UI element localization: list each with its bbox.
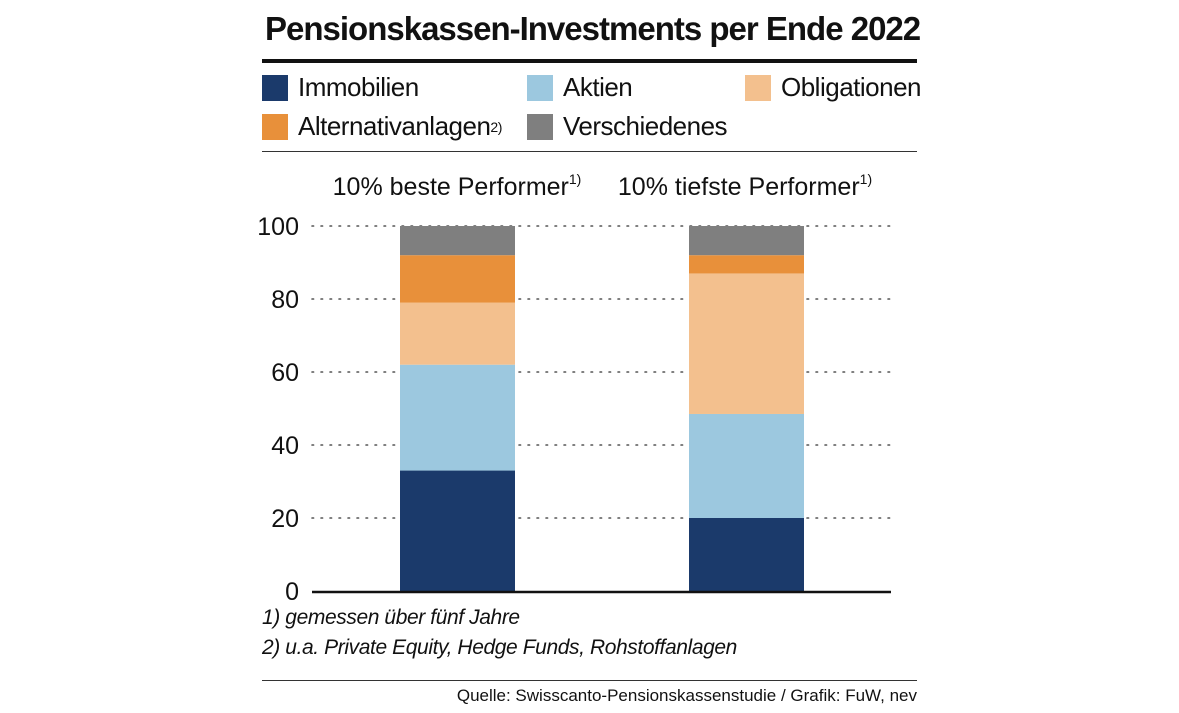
y-tick-label: 80 [271, 286, 299, 314]
legend-swatch [527, 113, 553, 140]
bar-segment-aktien [400, 364, 515, 471]
legend-label: Obligationen [781, 72, 922, 102]
category-label: 10% beste Performer1) [333, 171, 582, 201]
legend-item-aktien: Aktien [527, 72, 633, 103]
category-label: 10% tiefste Performer1) [618, 171, 872, 201]
legend-item-immobilien: Immobilien [262, 72, 419, 103]
legend-swatch [262, 113, 288, 140]
y-tick-label: 0 [285, 578, 299, 606]
legend-swatch [527, 74, 553, 101]
y-tick-label: 40 [271, 432, 299, 460]
legend-label: Alternativanlagen [298, 111, 491, 141]
legend-swatch [262, 74, 288, 101]
bar-segment-alternativanlagen [689, 255, 804, 274]
bar-segment-immobilien [689, 518, 804, 591]
y-tick-label: 100 [257, 213, 299, 241]
footnote-1: 1) gemessen über fünf Jahre [262, 606, 520, 629]
bar-segment-obligationen [400, 302, 515, 365]
y-tick-label: 60 [271, 359, 299, 387]
legend-swatch [745, 74, 771, 101]
source-divider [262, 680, 917, 681]
legend-label: Immobilien [298, 72, 419, 102]
legend-divider [262, 151, 917, 152]
bar-segment-verschiedenes [689, 226, 804, 256]
bar-segment-aktien [689, 413, 804, 518]
chart-title: Pensionskassen-Investments per Ende 2022 [265, 10, 921, 47]
bar-segment-obligationen [689, 273, 804, 414]
y-tick-label: 20 [271, 505, 299, 533]
legend-item-verschiedenes: Verschiedenes [527, 111, 728, 142]
footnotes: 1) gemessen über fünf Jahre 2) u.a. Priv… [262, 603, 737, 663]
footnote-2: 2) u.a. Private Equity, Hedge Funds, Roh… [262, 636, 737, 659]
legend-item-obligationen: Obligationen [745, 72, 922, 103]
legend-item-alternativanlagen: Alternativanlagen 2) [262, 111, 502, 142]
bar-segment-alternativanlagen [400, 255, 515, 303]
title-rule [262, 59, 917, 63]
source-credit: Quelle: Swisscanto-Pensionskassenstudie … [456, 686, 917, 705]
legend-label: Aktien [563, 72, 633, 102]
bar-segment-immobilien [400, 470, 515, 591]
legend-label: Verschiedenes [563, 111, 728, 141]
bar-segment-verschiedenes [400, 226, 515, 256]
legend: Immobilien Aktien Obligationen Alternati… [262, 72, 922, 144]
